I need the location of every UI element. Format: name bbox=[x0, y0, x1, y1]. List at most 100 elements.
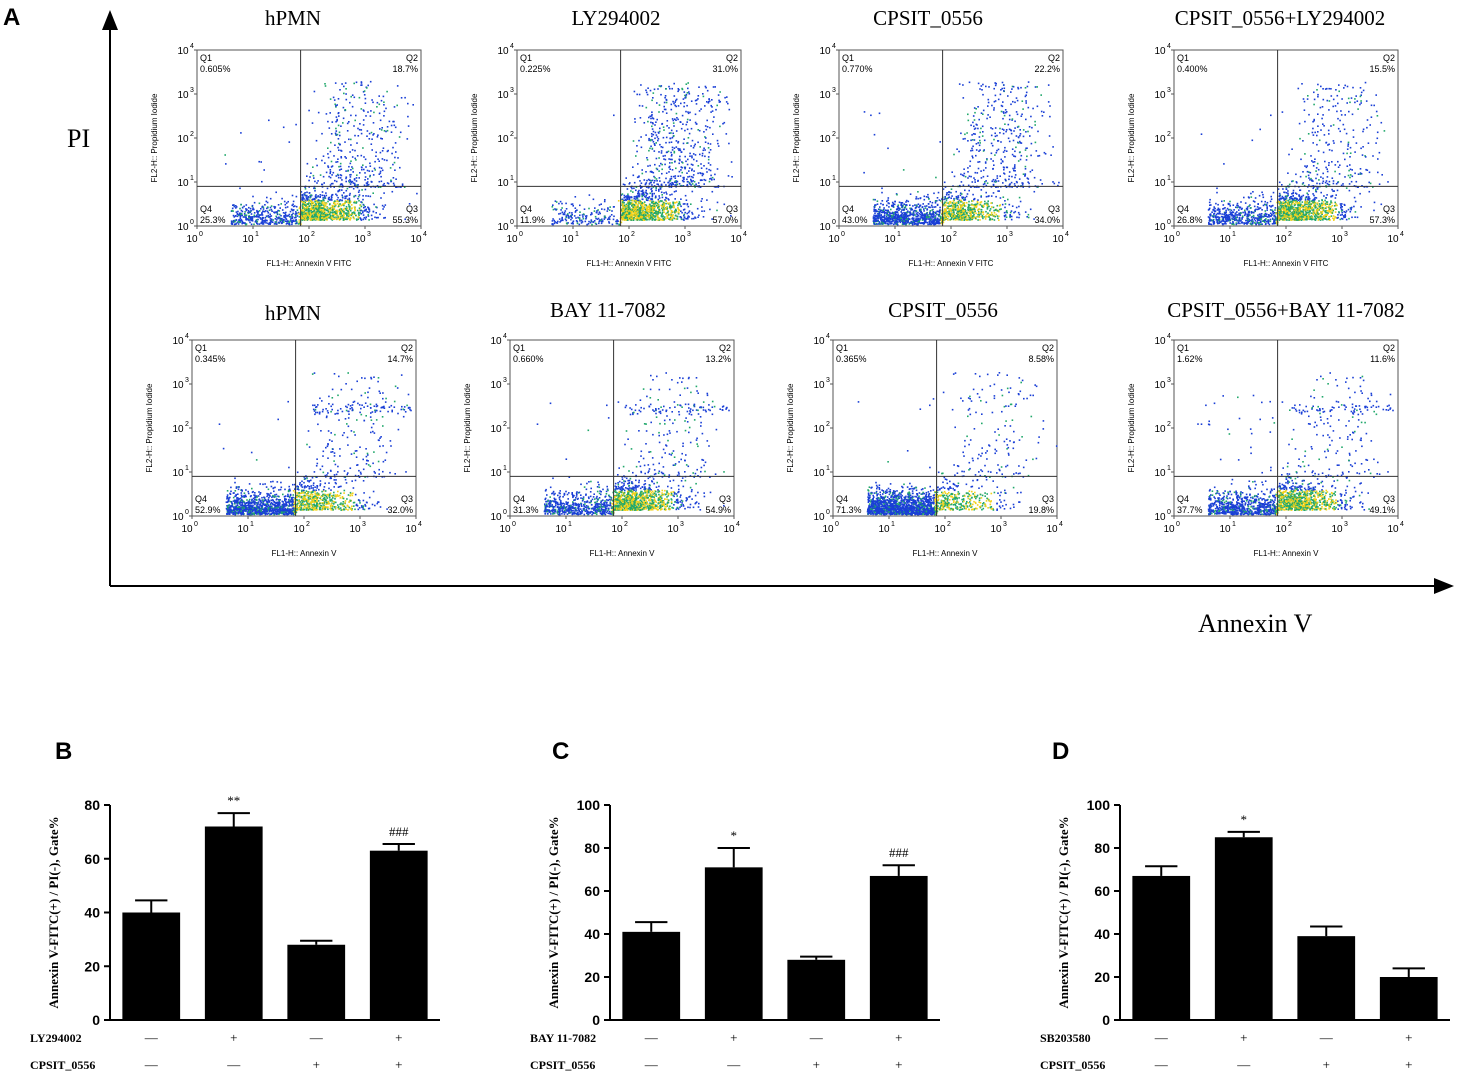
x-tick-label: 10 bbox=[499, 524, 511, 535]
flow-x-axis-label: FL1-H:: Annexin V FITC bbox=[267, 259, 352, 268]
treatment-sign: — bbox=[644, 1057, 659, 1072]
x-tick-exp: 0 bbox=[1176, 231, 1180, 238]
quadrant-name-q3: Q3 bbox=[1383, 494, 1395, 504]
x-tick-label: 10 bbox=[237, 524, 249, 535]
flow-x-axis-label: FL1-H:: Annexin V bbox=[272, 549, 338, 558]
bar-3 bbox=[1297, 936, 1356, 1020]
x-tick-exp: 2 bbox=[1288, 521, 1292, 528]
x-tick-exp: 0 bbox=[519, 231, 523, 238]
x-tick-label: 10 bbox=[674, 234, 686, 245]
treatment-name: BAY 11-7082 bbox=[530, 1031, 596, 1045]
x-tick-label: 10 bbox=[1052, 234, 1064, 245]
bar-y-tick-label: 20 bbox=[1094, 969, 1110, 985]
flow-x-axis-label: FL1-H:: Annexin V FITC bbox=[587, 259, 672, 268]
x-tick-label: 10 bbox=[354, 234, 366, 245]
y-tick-label: 10 bbox=[490, 380, 502, 391]
x-tick-label: 10 bbox=[618, 234, 630, 245]
panel-a-axes bbox=[102, 10, 1454, 594]
y-tick-label: 10 bbox=[813, 468, 825, 479]
flow-x-axis-label: FL1-H:: Annexin V bbox=[913, 549, 979, 558]
y-tick-label: 10 bbox=[1154, 512, 1166, 523]
quadrant-value-q3: 19.8% bbox=[1028, 505, 1054, 515]
y-tick-exp: 1 bbox=[510, 175, 514, 182]
flow-plot-4: 10 010 010 110 110 210 210 310 310 410 4Q10.400%Q2… bbox=[1127, 43, 1404, 268]
y-tick-label: 10 bbox=[1154, 336, 1166, 347]
y-tick-exp: 3 bbox=[503, 377, 507, 384]
treatment-sign: + bbox=[1240, 1030, 1247, 1045]
flow-x-axis-label: FL1-H:: Annexin V bbox=[1254, 549, 1320, 558]
bar-4 bbox=[1379, 977, 1438, 1020]
x-tick-label: 10 bbox=[1046, 524, 1058, 535]
y-tick-exp: 1 bbox=[1167, 175, 1171, 182]
y-tick-exp: 4 bbox=[1167, 43, 1171, 50]
x-tick-label: 10 bbox=[730, 234, 742, 245]
y-tick-exp: 0 bbox=[190, 219, 194, 226]
y-tick-exp: 1 bbox=[503, 465, 507, 472]
x-tick-exp: 1 bbox=[250, 521, 254, 528]
quadrant-value-q1: 0.605% bbox=[200, 64, 231, 74]
x-tick-exp: 2 bbox=[311, 231, 315, 238]
y-tick-label: 10 bbox=[813, 512, 825, 523]
treatment-sign: + bbox=[1405, 1057, 1412, 1072]
flow-title-r2-3: CPSIT_0556 bbox=[888, 298, 998, 322]
quadrant-name-q1: Q1 bbox=[513, 343, 525, 353]
bar-4 bbox=[369, 850, 428, 1020]
y-tick-exp: 0 bbox=[1167, 219, 1171, 226]
y-tick-label: 10 bbox=[172, 468, 184, 479]
flow-y-axis-label: FL2-H:: Propidium Iodide bbox=[792, 93, 801, 182]
x-tick-exp: 3 bbox=[687, 231, 691, 238]
x-tick-label: 10 bbox=[828, 234, 840, 245]
x-tick-exp: 2 bbox=[631, 231, 635, 238]
bar-y-axis-label: Annexin V-FITC(+) / PI(-), Gate% bbox=[46, 816, 61, 1008]
y-tick-exp: 0 bbox=[1167, 509, 1171, 516]
bar-y-tick-label: 40 bbox=[584, 926, 600, 942]
x-tick-label: 10 bbox=[1387, 234, 1399, 245]
y-tick-exp: 3 bbox=[510, 87, 514, 94]
x-tick-exp: 2 bbox=[1288, 231, 1292, 238]
y-tick-label: 10 bbox=[172, 512, 184, 523]
y-tick-exp: 3 bbox=[832, 87, 836, 94]
panel-label-c: C bbox=[552, 738, 570, 765]
treatment-name: CPSIT_0556 bbox=[530, 1058, 595, 1072]
x-tick-label: 10 bbox=[1163, 524, 1175, 535]
x-tick-exp: 0 bbox=[199, 231, 203, 238]
bar-2 bbox=[704, 867, 763, 1020]
quadrant-value-q2: 14.7% bbox=[387, 354, 413, 364]
bar-y-tick-label: 100 bbox=[1087, 797, 1111, 813]
y-tick-label: 10 bbox=[1154, 424, 1166, 435]
flow-plot-1: 10 010 010 110 110 210 210 310 310 410 4Q10.605%Q2… bbox=[150, 43, 427, 268]
bar-y-tick-label: 40 bbox=[84, 905, 100, 921]
y-tick-exp: 2 bbox=[832, 131, 836, 138]
bar-y-tick-label: 80 bbox=[584, 840, 600, 856]
bar-1 bbox=[122, 912, 181, 1020]
y-tick-label: 10 bbox=[1154, 380, 1166, 391]
quadrant-name-q1: Q1 bbox=[842, 53, 854, 63]
x-tick-label: 10 bbox=[293, 524, 305, 535]
panel-label-b: B bbox=[55, 738, 73, 765]
treatment-sign: + bbox=[313, 1057, 320, 1072]
quadrant-value-q3: 32.0% bbox=[387, 505, 413, 515]
quadrant-value-q2: 11.6% bbox=[1370, 354, 1395, 364]
y-tick-label: 10 bbox=[490, 424, 502, 435]
y-tick-exp: 2 bbox=[190, 131, 194, 138]
x-tick-label: 10 bbox=[506, 234, 518, 245]
y-tick-label: 10 bbox=[177, 90, 189, 101]
quadrant-value-q4: 26.8% bbox=[1177, 215, 1203, 225]
quadrant-value-q4: 25.3% bbox=[200, 215, 226, 225]
event-dots bbox=[536, 372, 730, 516]
y-tick-label: 10 bbox=[497, 46, 509, 57]
y-tick-label: 10 bbox=[177, 178, 189, 189]
quadrant-value-q2: 31.0% bbox=[712, 64, 738, 74]
x-tick-exp: 1 bbox=[255, 231, 259, 238]
treatment-name: CPSIT_0556 bbox=[30, 1058, 95, 1072]
flow-title-r2-2: BAY 11-7082 bbox=[549, 298, 667, 322]
significance-mark: ** bbox=[227, 793, 240, 808]
treatment-name: SB203580 bbox=[1040, 1031, 1091, 1045]
y-tick-exp: 4 bbox=[1167, 333, 1171, 340]
y-tick-label: 10 bbox=[497, 90, 509, 101]
panel-label-a: A bbox=[3, 4, 21, 31]
y-tick-exp: 2 bbox=[1167, 421, 1171, 428]
y-tick-exp: 1 bbox=[826, 465, 830, 472]
quadrant-name-q2: Q2 bbox=[1383, 53, 1395, 63]
x-tick-exp: 4 bbox=[1065, 231, 1069, 238]
